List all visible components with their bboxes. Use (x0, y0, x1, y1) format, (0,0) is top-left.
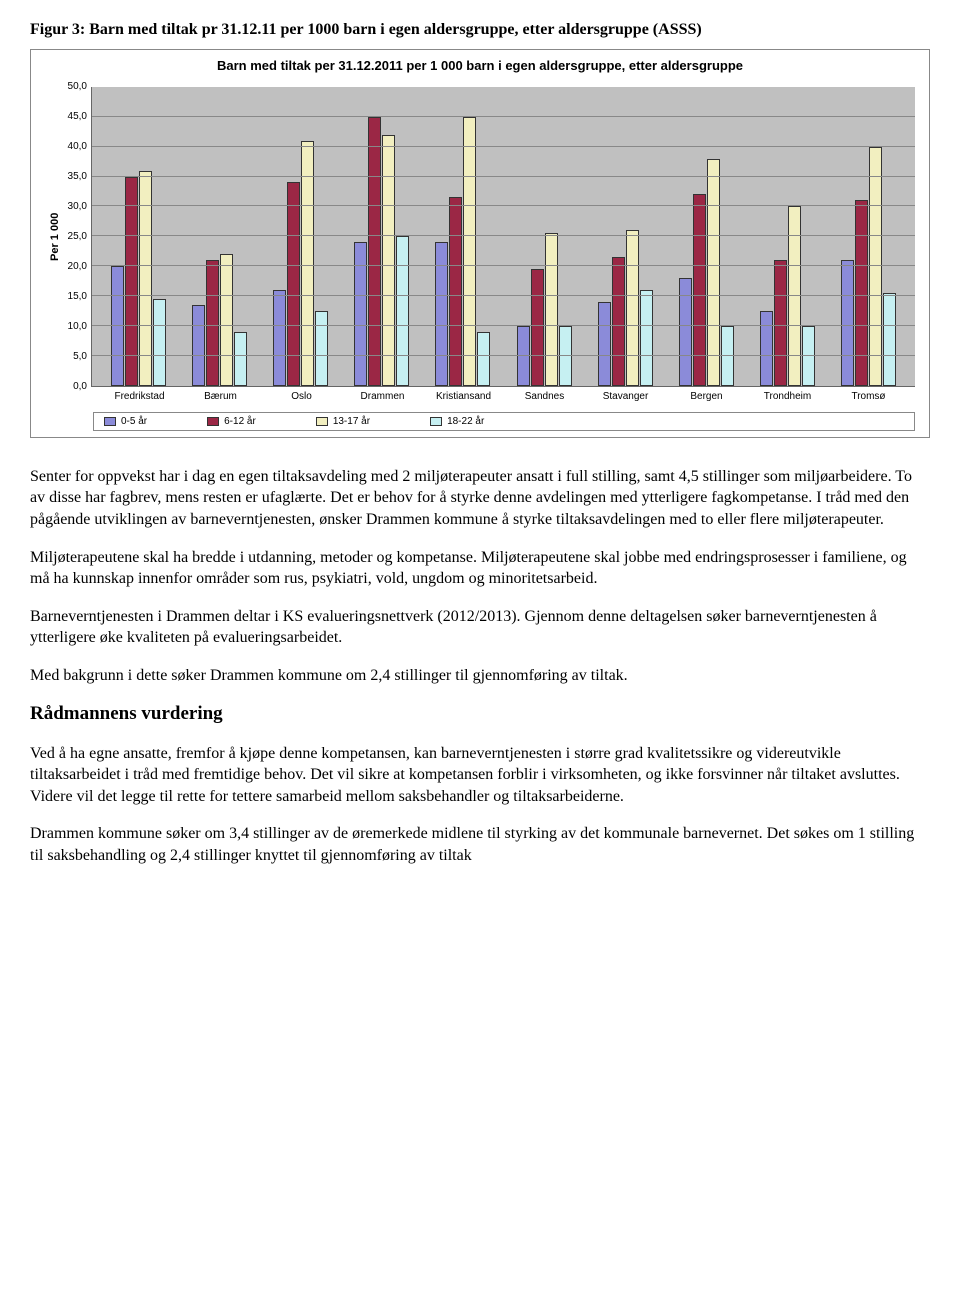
paragraph-5: Ved å ha egne ansatte, fremfor å kjøpe d… (30, 743, 930, 808)
x-labels: FredrikstadBærumOsloDrammenKristiansandS… (93, 391, 915, 402)
body-text: Senter for oppvekst har i dag en egen ti… (30, 466, 930, 867)
bar (598, 302, 611, 386)
legend-swatch (104, 417, 116, 426)
gridline (92, 325, 915, 326)
bar (220, 254, 233, 386)
legend-item: 0-5 år (104, 416, 147, 427)
x-tick-label: Stavanger (585, 391, 666, 402)
gridline (92, 116, 915, 117)
city-group (179, 87, 260, 386)
plot-area (91, 87, 915, 387)
bar (841, 260, 854, 386)
paragraph-3: Barneverntjenesten i Drammen deltar i KS… (30, 606, 930, 649)
legend-swatch (316, 417, 328, 426)
legend-swatch (207, 417, 219, 426)
bar (206, 260, 219, 386)
bar (234, 332, 247, 386)
x-tick-label: Sandnes (504, 391, 585, 402)
city-group (666, 87, 747, 386)
bars-row (92, 87, 915, 386)
bar (707, 159, 720, 386)
y-axis: Per 1 000 50,045,040,035,030,025,020,015… (45, 87, 91, 387)
bar (760, 311, 773, 386)
bar (301, 141, 314, 386)
paragraph-6: Drammen kommune søker om 3,4 stillinger … (30, 823, 930, 866)
bar (435, 242, 448, 386)
city-group (98, 87, 179, 386)
bar (192, 305, 205, 386)
legend-item: 18-22 år (430, 416, 484, 427)
gridline (92, 295, 915, 296)
city-group (260, 87, 341, 386)
city-group (747, 87, 828, 386)
legend-item: 6-12 år (207, 416, 256, 427)
bar (315, 311, 328, 386)
bar (626, 230, 639, 385)
bar (531, 269, 544, 386)
bar (368, 117, 381, 386)
legend-item: 13-17 år (316, 416, 370, 427)
bar (111, 266, 124, 386)
bar (883, 293, 896, 386)
bar (477, 332, 490, 386)
city-group (585, 87, 666, 386)
gridline (92, 355, 915, 356)
bar (463, 117, 476, 386)
x-tick-label: Fredrikstad (99, 391, 180, 402)
x-tick-label: Tromsø (828, 391, 909, 402)
legend: 0-5 år 6-12 år 13-17 år 18-22 år (93, 412, 915, 431)
bar (774, 260, 787, 386)
bar (273, 290, 286, 386)
paragraph-4: Med bakgrunn i dette søker Drammen kommu… (30, 665, 930, 687)
x-tick-label: Oslo (261, 391, 342, 402)
chart-title: Barn med tiltak per 31.12.2011 per 1 000… (45, 58, 915, 73)
bar (612, 257, 625, 386)
y-axis-label: Per 1 000 (45, 87, 61, 387)
gridline (92, 265, 915, 266)
city-group (422, 87, 503, 386)
x-tick-label: Kristiansand (423, 391, 504, 402)
y-ticks: 50,045,040,035,030,025,020,015,010,05,00… (61, 87, 91, 387)
legend-label: 18-22 år (447, 416, 484, 427)
figure-caption: Figur 3: Barn med tiltak pr 31.12.11 per… (30, 20, 930, 41)
bar (153, 299, 166, 386)
bar (869, 147, 882, 386)
x-tick-label: Trondheim (747, 391, 828, 402)
gridline (92, 146, 915, 147)
legend-label: 13-17 år (333, 416, 370, 427)
x-tick-label: Bergen (666, 391, 747, 402)
bar (855, 200, 868, 385)
bar (449, 197, 462, 385)
city-group (503, 87, 584, 386)
city-group (828, 87, 909, 386)
bar (396, 236, 409, 386)
paragraph-1: Senter for oppvekst har i dag en egen ti… (30, 466, 930, 531)
legend-label: 0-5 år (121, 416, 147, 427)
chart-body: Per 1 000 50,045,040,035,030,025,020,015… (45, 87, 915, 387)
x-tick-label: Bærum (180, 391, 261, 402)
bar (693, 194, 706, 385)
section-heading: Rådmannens vurdering (30, 703, 930, 725)
bar (640, 290, 653, 386)
gridline (92, 205, 915, 206)
bar (382, 135, 395, 386)
gridline (92, 176, 915, 177)
bar (354, 242, 367, 386)
bar (139, 171, 152, 386)
paragraph-2: Miljøterapeutene skal ha bredde i utdann… (30, 547, 930, 590)
x-tick-label: Drammen (342, 391, 423, 402)
legend-label: 6-12 år (224, 416, 256, 427)
gridline (92, 235, 915, 236)
city-group (341, 87, 422, 386)
bar (545, 233, 558, 385)
chart-container: Barn med tiltak per 31.12.2011 per 1 000… (30, 49, 930, 438)
legend-swatch (430, 417, 442, 426)
